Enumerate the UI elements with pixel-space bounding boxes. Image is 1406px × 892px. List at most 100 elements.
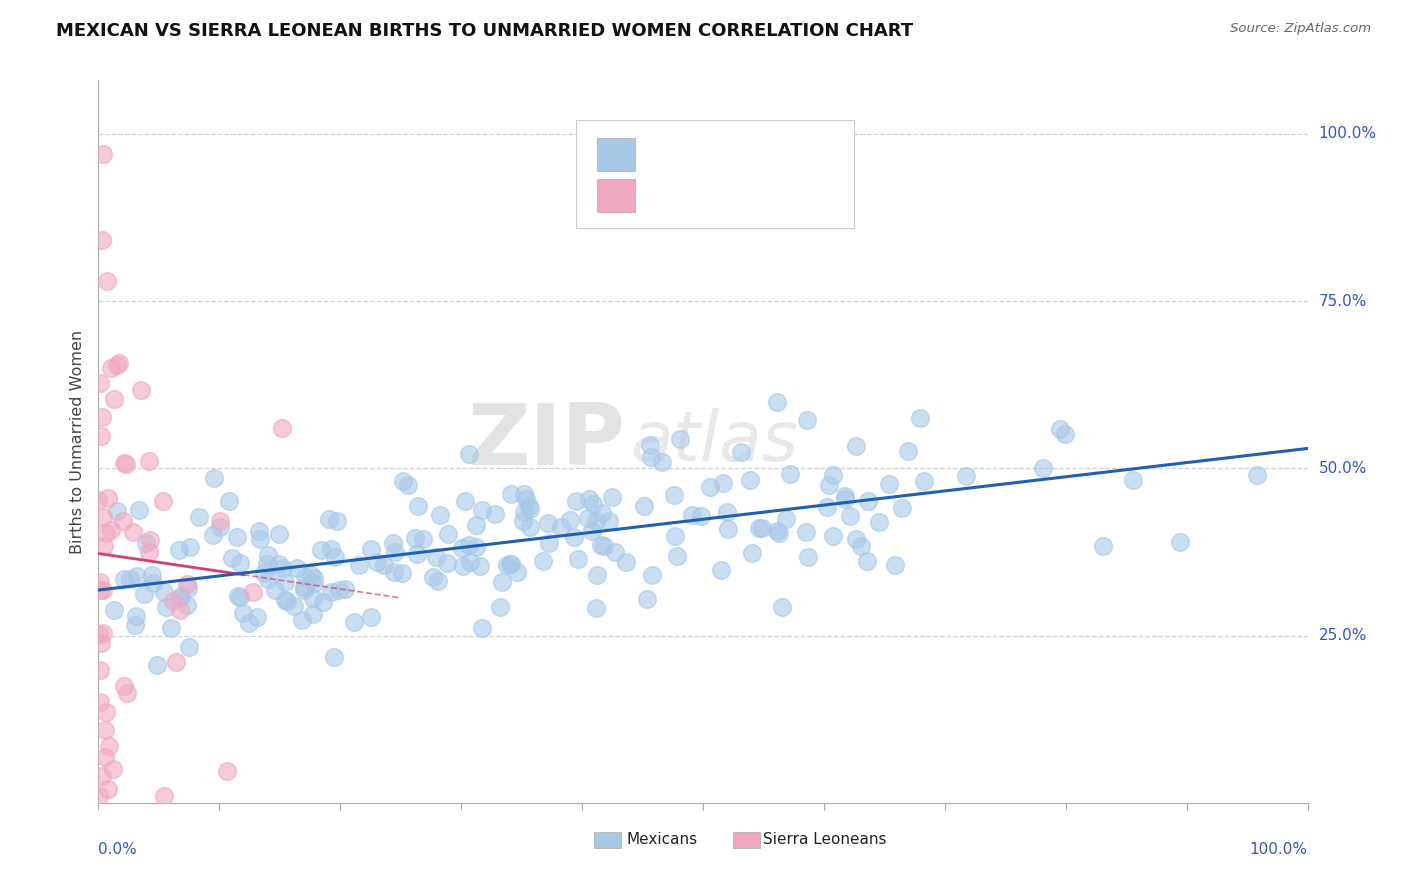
FancyBboxPatch shape	[596, 138, 636, 170]
Point	[437, 527, 460, 541]
Point	[93, 723, 115, 737]
Point	[90, 233, 112, 247]
Point	[256, 557, 278, 571]
Text: 25.0%: 25.0%	[1319, 628, 1367, 643]
Point	[396, 478, 419, 492]
Point	[633, 499, 655, 513]
Point	[283, 599, 305, 614]
Text: 100.0%: 100.0%	[1319, 127, 1376, 141]
Point	[105, 358, 128, 372]
Point	[271, 420, 294, 434]
Point	[404, 531, 426, 545]
Point	[96, 274, 118, 288]
Point	[912, 475, 935, 489]
Point	[208, 514, 231, 528]
Point	[823, 529, 845, 543]
FancyBboxPatch shape	[595, 831, 621, 847]
Text: Sierra Leoneans: Sierra Leoneans	[763, 832, 887, 847]
Point	[165, 655, 187, 669]
Point	[111, 514, 134, 528]
Point	[593, 539, 616, 553]
Point	[179, 540, 201, 554]
Point	[188, 510, 211, 524]
Point	[585, 601, 607, 615]
Point	[360, 610, 382, 624]
Point	[373, 558, 395, 573]
Point	[638, 438, 661, 452]
Point	[748, 521, 770, 535]
Point	[201, 528, 224, 542]
Point	[105, 504, 128, 518]
Point	[229, 590, 252, 604]
Point	[600, 491, 623, 505]
Point	[1122, 473, 1144, 487]
Point	[94, 525, 117, 540]
Point	[591, 507, 613, 521]
Point	[849, 540, 872, 554]
Text: 0.0%: 0.0%	[98, 842, 138, 856]
Point	[512, 514, 534, 528]
Point	[458, 538, 481, 552]
Point	[640, 450, 662, 464]
Point	[100, 361, 122, 376]
Point	[302, 607, 325, 622]
Point	[550, 520, 572, 534]
Point	[347, 558, 370, 572]
Point	[641, 567, 664, 582]
Text: ZIP: ZIP	[467, 400, 624, 483]
Point	[90, 636, 112, 650]
Point	[112, 456, 135, 470]
Text: MEXICAN VS SIERRA LEONEAN BIRTHS TO UNMARRIED WOMEN CORRELATION CHART: MEXICAN VS SIERRA LEONEAN BIRTHS TO UNMA…	[56, 22, 914, 40]
Point	[598, 514, 620, 528]
Point	[576, 511, 599, 525]
Point	[955, 469, 977, 483]
Point	[139, 533, 162, 548]
Point	[664, 529, 686, 543]
Point	[766, 394, 789, 409]
Point	[91, 582, 114, 597]
Point	[451, 559, 474, 574]
Point	[302, 591, 325, 605]
Point	[218, 494, 240, 508]
Point	[276, 594, 298, 608]
Point	[87, 493, 110, 508]
Point	[162, 594, 184, 608]
Point	[405, 547, 427, 561]
FancyBboxPatch shape	[576, 120, 855, 228]
Point	[302, 571, 325, 585]
Point	[664, 487, 686, 501]
Point	[311, 542, 333, 557]
Point	[491, 574, 513, 589]
Point	[335, 582, 357, 597]
Point	[844, 439, 866, 453]
Point	[97, 739, 120, 753]
Point	[858, 494, 880, 508]
Point	[499, 487, 522, 501]
Point	[499, 558, 522, 572]
Point	[382, 535, 405, 549]
Point	[897, 443, 920, 458]
Point	[299, 567, 322, 582]
Point	[558, 513, 581, 527]
Point	[249, 532, 271, 546]
Point	[169, 603, 191, 617]
Point	[567, 552, 589, 566]
Point	[124, 618, 146, 632]
Point	[274, 575, 297, 590]
Point	[238, 616, 260, 631]
Point	[87, 789, 110, 804]
Point	[1092, 539, 1115, 553]
Point	[564, 494, 586, 508]
Point	[112, 572, 135, 586]
Point	[562, 530, 585, 544]
Point	[429, 508, 451, 523]
Point	[118, 572, 141, 586]
Point	[91, 410, 114, 425]
Point	[170, 590, 193, 604]
Point	[292, 580, 315, 594]
Point	[167, 543, 190, 558]
Point	[751, 521, 773, 535]
Point	[202, 471, 225, 485]
Point	[142, 575, 165, 590]
Point	[91, 510, 114, 524]
